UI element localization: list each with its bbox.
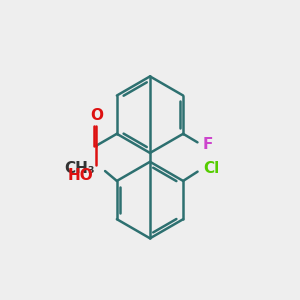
Text: CH₃: CH₃ — [65, 161, 95, 176]
Text: Cl: Cl — [204, 161, 220, 176]
Text: F: F — [202, 136, 213, 152]
Text: O: O — [91, 109, 103, 124]
Text: HO: HO — [67, 168, 93, 183]
